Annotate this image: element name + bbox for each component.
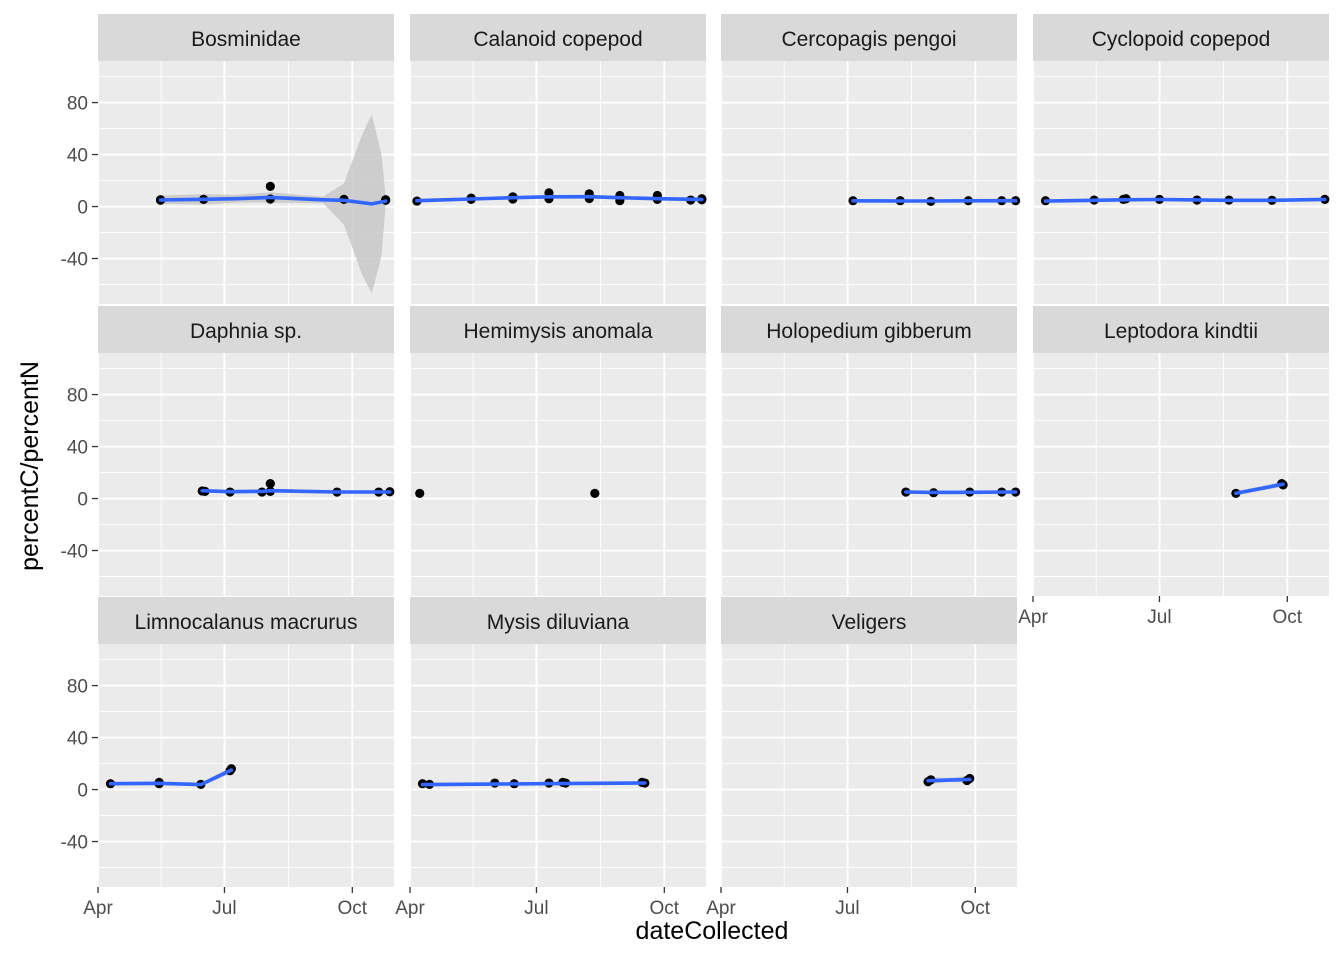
facet-strip [410, 14, 706, 61]
y-tick-label: -40 [61, 250, 88, 271]
facet-strip-label: Holopedium gibberum [766, 320, 971, 343]
x-tick-label: Oct [1273, 607, 1303, 628]
facet-panel: Veligers Apr Jul Oct [706, 597, 1017, 919]
smooth-fit-line [108, 768, 234, 787]
facet-strip-label: Limnocalanus macrurus [135, 611, 358, 634]
facet-strip-label: Cercopagis pengoi [781, 28, 956, 51]
facet-strip [410, 597, 706, 644]
facet-panel: Daphnia sp. -40 0 40 80 [61, 306, 395, 596]
facet-panel: Bosminidae -40 0 40 80 [61, 14, 394, 304]
facet-panel: Limnocalanus macrurus -40 0 40 80 Apr Jul Oct [61, 597, 394, 919]
y-tick-label: -40 [61, 833, 88, 854]
panel-background [98, 644, 394, 887]
data-point [265, 478, 275, 489]
smooth-fit-line [1043, 197, 1327, 203]
y-axis-title: percentC/percentN [16, 361, 44, 571]
panel-background [410, 353, 706, 596]
facet-strip-label: Mysis diluviana [487, 611, 630, 634]
x-tick-label: Apr [1018, 607, 1048, 628]
y-tick-label: 40 [67, 438, 88, 459]
facet-strip [98, 14, 394, 61]
x-tick-label: Jul [524, 898, 548, 919]
x-axis-title: dateCollected [636, 917, 789, 945]
confidence-band [160, 114, 386, 294]
smooth-fit-line [200, 488, 392, 494]
facet-strip [721, 14, 1017, 61]
panel-background [721, 61, 1017, 304]
x-tick-label: Apr [83, 898, 113, 919]
smooth-fit-line [415, 194, 704, 203]
panel-background [1033, 61, 1329, 304]
y-tick-label: 80 [67, 94, 88, 115]
x-tick-label: Jul [835, 898, 859, 919]
facet-strip [410, 306, 706, 353]
x-tick-label: Oct [338, 898, 368, 919]
panel-background [410, 61, 706, 304]
y-tick-label: 80 [67, 386, 88, 407]
y-tick-label: 40 [67, 146, 88, 167]
facet-panel: Holopedium gibberum [720, 306, 1021, 596]
facet-panels: Bosminidae -40 0 40 80 Calanoid copepod Cercop… [61, 14, 1330, 919]
facet-panel: Calanoid copepod [409, 14, 707, 304]
panel-background [721, 353, 1017, 596]
y-tick-label: -40 [61, 542, 88, 563]
facet-panel: Mysis diluviana Apr Jul Oct [395, 597, 706, 919]
facet-panel: Leptodora kindtii Apr Jul Oct [1018, 306, 1329, 628]
data-point [590, 488, 600, 498]
facet-strip [1033, 14, 1329, 61]
facet-strip-label: Bosminidae [191, 28, 301, 51]
panel-background [1033, 353, 1329, 596]
y-tick-label: 0 [77, 198, 88, 219]
facet-strip [721, 597, 1017, 644]
y-tick-label: 40 [67, 729, 88, 750]
panel-background [410, 644, 706, 887]
y-tick-label: 0 [77, 781, 88, 802]
facet-strip [1033, 306, 1329, 353]
x-tick-label: Apr [395, 898, 425, 919]
facet-strip-label: Cyclopoid copepod [1092, 28, 1271, 51]
facet-strip [721, 306, 1017, 353]
facet-panel: Cercopagis pengoi [720, 14, 1021, 304]
panel-background [98, 353, 394, 596]
smooth-fit-line [1234, 482, 1285, 496]
facet-panel: Cyclopoid copepod [1032, 14, 1330, 304]
x-tick-label: Oct [961, 898, 991, 919]
y-tick-label: 80 [67, 677, 88, 698]
facet-strip-label: Daphnia sp. [190, 320, 302, 343]
facet-strip [98, 597, 394, 644]
x-tick-label: Apr [706, 898, 736, 919]
panel-background [721, 644, 1017, 887]
x-tick-label: Oct [650, 898, 680, 919]
data-point [415, 488, 425, 498]
smooth-fit-line [420, 781, 647, 787]
facet-strip-label: Leptodora kindtii [1104, 320, 1258, 343]
x-tick-label: Jul [212, 898, 236, 919]
smooth-fit-line [158, 195, 388, 206]
data-point [265, 181, 275, 191]
facet-strip-label: Calanoid copepod [473, 28, 642, 51]
smooth-fit-line [926, 777, 972, 783]
y-tick-label: 0 [77, 490, 88, 511]
facet-strip [98, 306, 394, 353]
x-tick-label: Jul [1147, 607, 1171, 628]
facet-strip-label: Hemimysis anomala [463, 320, 652, 343]
facet-panel: Hemimysis anomala [409, 306, 706, 596]
facet-strip-label: Veligers [832, 611, 907, 634]
